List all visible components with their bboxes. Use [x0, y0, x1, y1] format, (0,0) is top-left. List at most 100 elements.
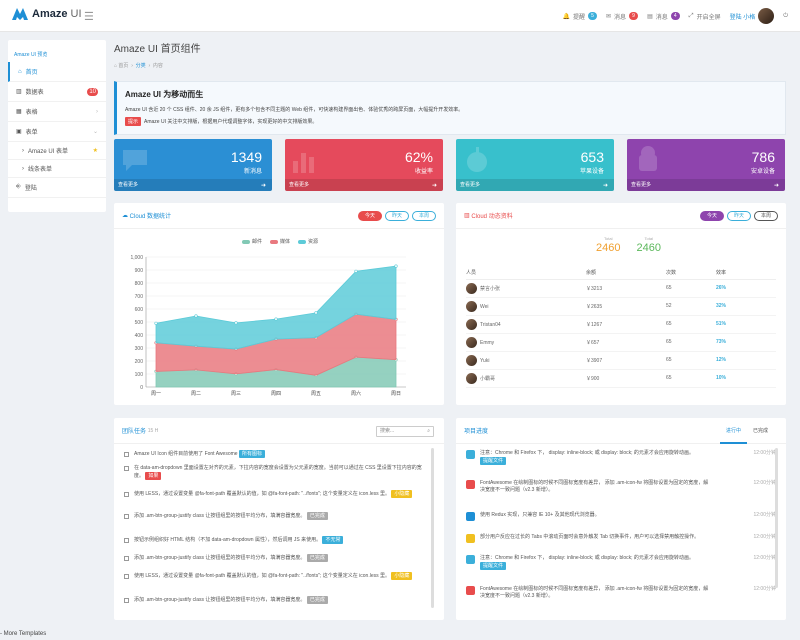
timeline-tag[interactable]: 提醒文件: [480, 457, 507, 465]
stat-card-yield[interactable]: 62% 收益率 查看更多 ➜: [285, 139, 443, 191]
sidebar: Amaze UI 预览 ⌂ 首页 ▥ 数据表 10 ▦ 表格 › ▣ 表单 ⌄ › Amaze …: [8, 40, 106, 212]
task-tag: 如果: [145, 472, 162, 480]
sidebar-item-login[interactable]: ⎆ 登陆: [8, 178, 106, 198]
task-tag: 小隐藏: [391, 572, 413, 580]
task-checkbox[interactable]: [124, 514, 129, 519]
y-tick-label: 800: [135, 281, 144, 287]
breadcrumb-category[interactable]: 分类: [135, 63, 146, 69]
timeline-icon: [466, 480, 475, 489]
row-balance: ￥2635: [586, 297, 666, 316]
breadcrumb-home[interactable]: 首页: [118, 63, 129, 69]
table-header: 人员 余额 次数 效率: [466, 267, 776, 280]
nav-item-messages[interactable]: ✉ 消息 9: [606, 12, 639, 21]
sidebar-item-amaze-form[interactable]: › Amaze UI 表单 ★: [8, 142, 106, 160]
task-text: 在 data-am-dropdown 里面设置左对齐的元素，下拉内容的宽度会设置…: [134, 465, 422, 479]
x-tick-label: 周一: [151, 391, 161, 397]
table-row[interactable]: Tristan04 ￥1267 65 51%: [466, 315, 776, 334]
sidebar-item-line-form[interactable]: › 线条表单: [8, 160, 106, 178]
intro-alert: Amaze UI 为移动而生 Amaze UI 含近 20 个 CSS 组件、2…: [114, 81, 786, 135]
logout-icon[interactable]: ⏻: [783, 12, 788, 19]
timeline-time: 12:00分钟: [753, 480, 776, 486]
task-checkbox[interactable]: [124, 492, 129, 497]
stat-more-link[interactable]: 查看更多: [627, 179, 785, 191]
tab-in-progress[interactable]: 进行中: [719, 418, 747, 444]
chevron-right-icon: ›: [96, 108, 98, 115]
login-icon: ⎆: [16, 184, 21, 190]
row-balance: ￥900: [586, 369, 666, 388]
table-row[interactable]: Emmy ￥657 65 73%: [466, 333, 776, 352]
tab-completed[interactable]: 已完成: [752, 428, 768, 434]
form-icon: ▣: [16, 129, 22, 135]
timeline-tag[interactable]: 提醒文件: [480, 562, 507, 570]
row-count: 65: [666, 333, 716, 352]
x-tick-label: 周四: [271, 391, 281, 397]
legend-item[interactable]: 媒体: [270, 238, 290, 245]
timeline-text: 使用 Redux 实现，只兼容 IE 10+ 及其他现代浏览器。: [480, 512, 600, 518]
scrollbar[interactable]: [775, 448, 778, 588]
timeline-icon: [466, 534, 475, 543]
arrow-circle-icon[interactable]: ➜: [431, 183, 437, 189]
task-checkbox[interactable]: [124, 574, 129, 579]
sidebar-item-form[interactable]: ▣ 表单 ⌄: [8, 122, 106, 142]
avatar: [466, 300, 477, 312]
btn-week[interactable]: 本周: [753, 211, 778, 221]
user-menu[interactable]: 登陆 小格: [730, 8, 775, 24]
data-point: [354, 269, 358, 273]
sidebar-item-data[interactable]: ▥ 数据表 10: [8, 82, 106, 102]
avatar: [466, 354, 477, 366]
timeline-time: 12:00分钟: [753, 450, 776, 456]
menu-toggle-icon[interactable]: ☰: [84, 11, 94, 23]
stat-card-android[interactable]: 786 安卓设备 查看更多 ➜: [627, 139, 785, 191]
more-templates-link[interactable]: - More Templates: [0, 631, 47, 637]
arrow-circle-icon[interactable]: ➜: [260, 183, 266, 189]
bar-chart-icon: [293, 153, 314, 173]
x-tick-label: 周六: [351, 390, 361, 397]
sidebar-item-home[interactable]: ⌂ 首页: [8, 62, 106, 82]
stat-card-apple[interactable]: 653 苹果设备 查看更多 ➜: [456, 139, 614, 191]
row-count: 65: [666, 315, 716, 334]
legend-item[interactable]: 资源: [298, 238, 318, 245]
table-row[interactable]: Yuki ￥3907 65 12%: [466, 351, 776, 370]
search-input[interactable]: 搜索... ⌕: [376, 426, 434, 437]
btn-today[interactable]: 今天: [357, 211, 382, 221]
stat-more-link[interactable]: 查看更多: [285, 179, 443, 191]
sidebar-item-table[interactable]: ▦ 表格 ›: [8, 102, 106, 122]
btn-today[interactable]: 今天: [699, 211, 724, 221]
fullscreen-button[interactable]: ⤢ 开启全屏: [688, 12, 721, 21]
table-row[interactable]: Wei ￥2635 52 32%: [466, 297, 776, 316]
scrollbar[interactable]: [431, 448, 434, 608]
task-checkbox[interactable]: [124, 556, 129, 561]
arrow-circle-icon[interactable]: ➜: [773, 183, 779, 189]
timeline-text: FontAwesome 在绘制图标的时候不同图标宽度有差异， 添加 .am-ic…: [480, 586, 709, 599]
btn-yesterday[interactable]: 昨天: [384, 211, 409, 221]
row-count: 52: [666, 297, 716, 316]
legend-item[interactable]: 邮件: [242, 238, 262, 245]
nav-item-news[interactable]: ▤ 消息 4: [647, 12, 680, 21]
avatar: [466, 318, 477, 330]
row-name: Tristan04: [480, 321, 501, 328]
task-checkbox[interactable]: [124, 452, 129, 457]
main-content: Amaze UI 首页组件 ⌂ 首页 › 分类 › 内容 Amaze UI 为移…: [114, 40, 792, 191]
arrow-circle-icon[interactable]: ➜: [602, 183, 608, 189]
task-text: 添加 .am-btn-group-justify class 让按钮组里的按钮平…: [134, 513, 306, 519]
row-name: Yuki: [480, 357, 490, 364]
btn-week[interactable]: 本周: [411, 211, 436, 221]
stat-card-messages[interactable]: 1349 新消息 查看更多 ➜: [114, 139, 272, 191]
timeline-item: FontAwesome 在绘制图标的时候不同图标宽度有差异， 添加 .am-ic…: [466, 586, 776, 612]
task-checkbox[interactable]: [124, 466, 129, 471]
cloud-icon: ☁: [122, 213, 128, 219]
x-tick-label: 周五: [311, 391, 321, 397]
logo[interactable]: Amaze UI: [12, 8, 82, 20]
table-row[interactable]: 禁言小张 ￥3213 65 26%: [466, 279, 776, 298]
cloud-table: 人员 余额 次数 效率 禁言小张 ￥3213 65 26% Wei ￥2635 52 32% Tris…: [466, 267, 776, 388]
nav-item-alerts[interactable]: 🔔 提醒 5: [563, 12, 598, 21]
chevron-down-icon: ⌄: [92, 129, 98, 135]
btn-yesterday[interactable]: 昨天: [726, 211, 751, 221]
table-row[interactable]: 小霸哥 ￥900 65 10%: [466, 369, 776, 388]
task-checkbox[interactable]: [124, 598, 129, 603]
task-checkbox[interactable]: [124, 538, 129, 543]
row-rate: 12%: [716, 351, 776, 370]
cloud-data-panel: ▥ Cloud 动态资料 今天 昨天 本周 Total 2460 Total 246…: [456, 203, 786, 405]
stat-more-link[interactable]: 查看更多: [114, 179, 272, 191]
stat-more-link[interactable]: 查看更多: [456, 179, 614, 191]
